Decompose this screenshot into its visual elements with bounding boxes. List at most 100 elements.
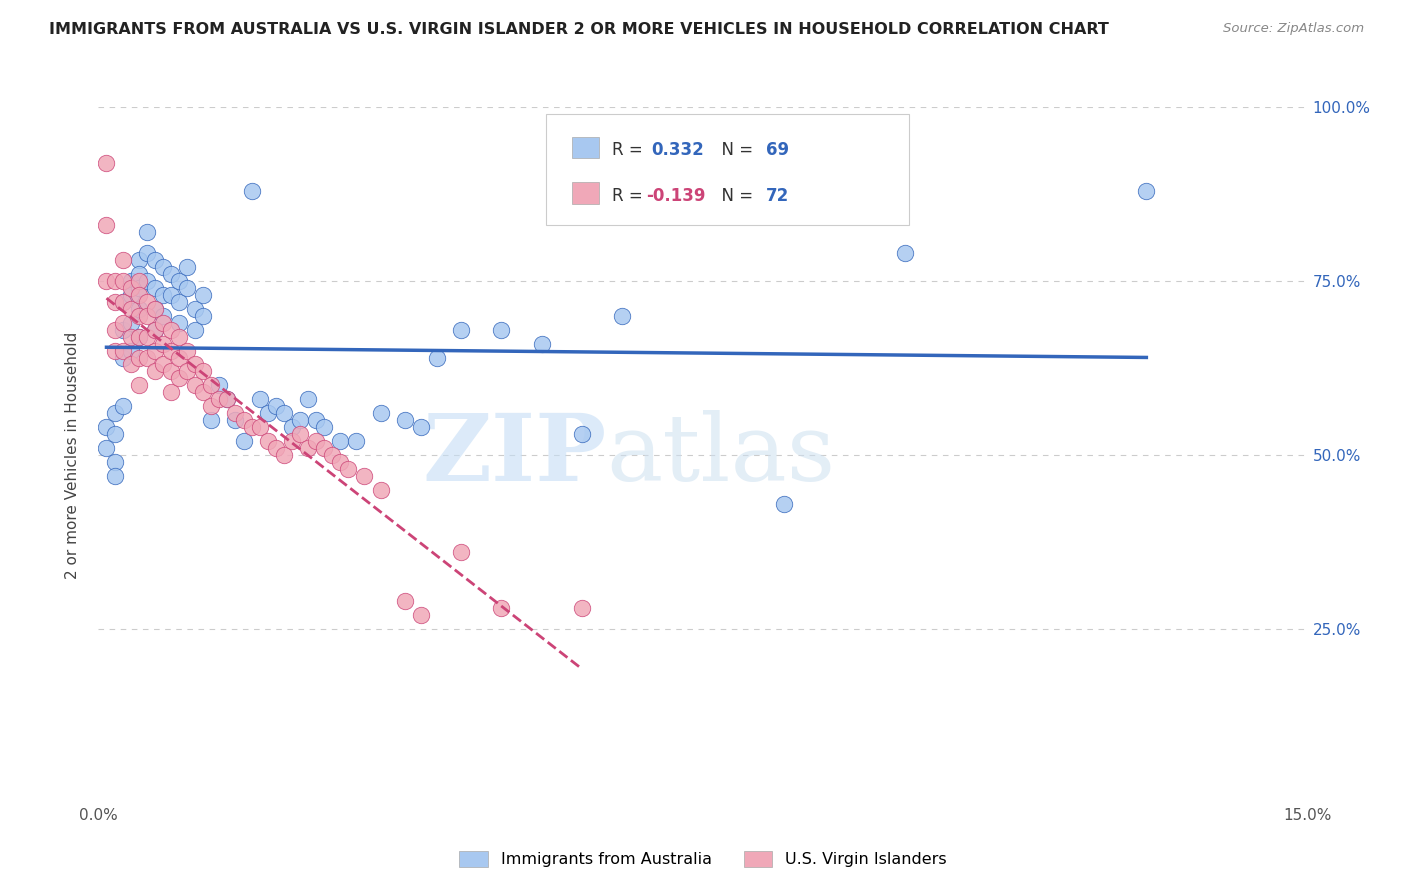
Point [370,483,392,497]
Point [184,323,207,337]
Point [143,343,166,358]
Point [273,406,295,420]
Point [111,253,134,268]
Text: 69: 69 [766,141,789,160]
Point [120,301,142,316]
Point [135,274,157,288]
Point [96,219,118,233]
Point [288,413,311,427]
Point [450,545,472,559]
Point [111,294,134,309]
Point [208,392,231,407]
Point [426,351,449,365]
Point [143,253,166,268]
Point [111,343,134,358]
Point [394,594,416,608]
Point [103,406,125,420]
Point [297,441,319,455]
Point [297,392,319,407]
Point [288,427,311,442]
Point [612,309,634,323]
Point [256,434,278,448]
Point [152,358,174,372]
Point [167,316,190,330]
Point [176,281,198,295]
Point [281,420,304,434]
Text: -0.139: -0.139 [647,187,706,205]
Text: IMMIGRANTS FROM AUSTRALIA VS U.S. VIRGIN ISLANDER 2 OR MORE VEHICLES IN HOUSEHOL: IMMIGRANTS FROM AUSTRALIA VS U.S. VIRGIN… [49,22,1109,37]
Point [103,323,125,337]
Point [224,413,246,427]
Point [103,343,125,358]
Point [120,343,142,358]
Point [281,434,304,448]
Point [160,288,183,302]
Point [394,413,416,427]
Point [152,260,174,274]
Point [329,434,352,448]
Point [240,420,263,434]
Point [353,468,375,483]
Point [143,364,166,378]
Point [337,462,360,476]
Text: N =: N = [711,187,759,205]
Point [193,364,215,378]
Text: N =: N = [711,141,759,160]
Point [160,267,183,281]
Point [571,427,593,442]
Point [167,274,190,288]
Point [176,343,198,358]
Point [249,420,271,434]
Point [135,309,157,323]
Point [96,441,118,455]
Text: R =: R = [613,141,648,160]
Point [143,301,166,316]
Point [111,274,134,288]
Point [200,399,222,413]
FancyBboxPatch shape [572,136,599,158]
Point [128,351,150,365]
Point [135,294,157,309]
Text: Source: ZipAtlas.com: Source: ZipAtlas.com [1223,22,1364,36]
Point [224,406,246,420]
Point [135,225,157,239]
Point [530,336,553,351]
Legend: Immigrants from Australia, U.S. Virgin Islanders: Immigrants from Australia, U.S. Virgin I… [451,843,955,875]
Point [135,246,157,260]
Point [135,329,157,343]
FancyBboxPatch shape [572,182,599,203]
Point [96,155,118,169]
Point [120,329,142,343]
Point [111,316,134,330]
Point [143,323,166,337]
Point [256,406,278,420]
Point [128,309,150,323]
Point [143,323,166,337]
Point [450,323,472,337]
Point [249,392,271,407]
Point [491,601,513,615]
Point [240,184,263,198]
Point [167,371,190,385]
Point [305,413,328,427]
Text: ZIP: ZIP [422,410,606,500]
Point [111,351,134,365]
Point [314,420,336,434]
Point [232,413,254,427]
Point [152,316,174,330]
Point [120,358,142,372]
Point [329,455,352,469]
Point [111,294,134,309]
Point [111,399,134,413]
Point [103,427,125,442]
Text: R =: R = [613,187,648,205]
Point [152,288,174,302]
Point [160,364,183,378]
Point [193,385,215,400]
Point [103,274,125,288]
Point [193,309,215,323]
Point [167,351,190,365]
Point [103,468,125,483]
Point [217,392,239,407]
Point [128,329,150,343]
